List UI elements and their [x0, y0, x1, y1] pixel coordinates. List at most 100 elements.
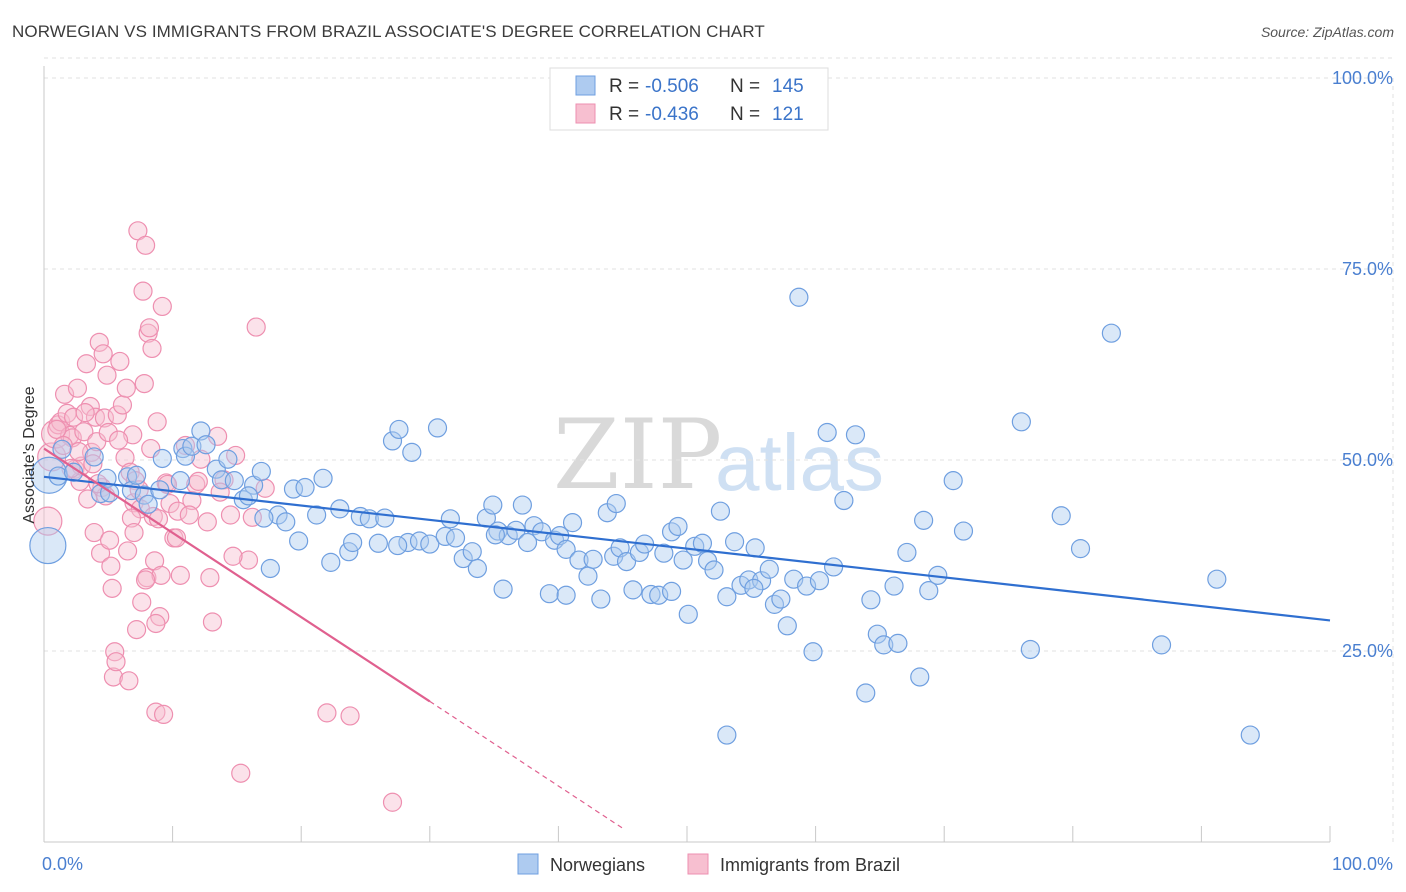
norwegian-point-48	[402, 442, 422, 462]
brazil-point-35	[106, 652, 126, 672]
brazil-point-9	[63, 407, 84, 427]
brazil-point-95	[83, 454, 103, 474]
norwegian-point-52	[435, 526, 455, 547]
brazil-point-76	[191, 449, 211, 469]
norwegian-point-140	[238, 486, 259, 506]
brazil-point-90	[47, 419, 67, 440]
legend-n-label-1: N =	[730, 76, 760, 97]
brazil-point-101	[135, 570, 156, 590]
norwegian-point-85	[649, 585, 669, 605]
norwegian-point-142	[485, 525, 505, 545]
norwegian-point-33	[289, 531, 309, 551]
norwegian-point-104	[771, 589, 791, 609]
series-legend: Norwegians Immigrants from Brazil	[517, 853, 900, 875]
brazil-point-106	[188, 471, 208, 491]
norwegian-point-72	[562, 513, 583, 533]
brazil-point-51	[133, 281, 153, 301]
y-tick-label: 75.0%	[1342, 259, 1393, 279]
norwegian-point-45	[382, 431, 403, 451]
norwegian-point-28	[251, 461, 271, 482]
brazil-point-107	[200, 568, 220, 588]
norwegian-point-36	[313, 468, 333, 488]
norwegian-point-97	[724, 532, 745, 552]
brazil-point-25	[93, 344, 113, 364]
legend-n-value-1: 145	[772, 76, 804, 97]
brazil-point-22	[89, 332, 109, 352]
brazil-point-39	[115, 448, 135, 468]
bottom-legend-norwegians: Norwegians	[550, 855, 645, 875]
norwegian-point-105	[777, 616, 797, 636]
brazil-point-38	[112, 395, 133, 415]
norwegian-point-46	[389, 419, 409, 440]
brazil-points	[33, 221, 403, 812]
norwegian-point-102	[759, 559, 779, 579]
brazil-point-105	[179, 505, 199, 525]
norwegian-point-90	[678, 604, 698, 624]
norwegian-point-113	[834, 490, 854, 511]
norwegian-point-127	[953, 521, 974, 541]
norwegian-point-137	[606, 493, 626, 514]
x-tick-label-min: 0.0%	[42, 854, 83, 874]
norwegian-point-120	[888, 633, 908, 653]
watermark-atlas: atlas	[715, 418, 884, 507]
norwegian-trendline	[43, 475, 1331, 622]
norwegian-point-89	[673, 550, 693, 570]
bottom-legend-brazil: Immigrants from Brazil	[720, 855, 900, 875]
norwegian-point-64	[512, 495, 532, 515]
norwegian-point-139	[388, 535, 408, 556]
brazil-point-66	[152, 296, 172, 317]
brazil-trendline	[43, 447, 431, 703]
brazil-point-84	[238, 550, 259, 570]
brazil-point-43	[123, 425, 143, 445]
brazil-point-74	[182, 490, 202, 511]
brazil-point-0	[33, 506, 63, 536]
brazil-point-77	[197, 512, 217, 532]
correlation-legend: R = -0.506 N = 145 R = -0.436 N = 121	[549, 67, 829, 131]
norwegian-point-81	[623, 580, 643, 600]
norwegian-point-30	[268, 505, 288, 525]
norwegian-point-132	[1101, 323, 1121, 343]
norwegian-point-94	[704, 560, 724, 580]
norwegian-point-87	[661, 522, 682, 542]
brazil-point-29	[98, 422, 118, 443]
brazil-point-81	[220, 505, 241, 525]
norwegian-point-34	[295, 477, 315, 498]
norwegian-point-133	[1151, 635, 1172, 655]
norwegian-point-5	[84, 447, 104, 467]
norwegian-point-18	[175, 446, 196, 466]
norwegian-point-121	[897, 542, 917, 563]
norwegian-point-75	[583, 549, 603, 569]
brazil-point-72	[170, 565, 190, 585]
legend-swatch-brazil	[575, 103, 596, 124]
norwegian-point-59	[483, 495, 503, 515]
brazil-point-33	[103, 667, 124, 687]
norwegian-point-138	[661, 581, 682, 602]
brazil-point-100	[124, 522, 144, 543]
bottom-legend-swatch-norwegians	[517, 853, 539, 875]
chart-title: NORWEGIAN VS IMMIGRANTS FROM BRAZIL ASSO…	[12, 22, 765, 41]
legend-r-label-1: R =	[609, 76, 639, 97]
brazil-point-36	[107, 405, 127, 425]
y-axis-label: Associate's Degree	[21, 386, 38, 523]
norwegian-point-56	[462, 542, 482, 562]
norwegian-point-107	[789, 287, 809, 307]
brazil-point-73	[175, 435, 196, 456]
norwegian-point-112	[824, 557, 844, 577]
norwegian-point-135	[1240, 725, 1260, 745]
brazil-point-102	[146, 613, 166, 634]
bottom-legend-swatch-brazil	[687, 853, 709, 875]
norwegian-point-0	[29, 526, 67, 565]
norwegian-point-86	[654, 543, 674, 563]
axes	[43, 66, 1331, 843]
norwegian-point-103	[764, 594, 785, 614]
tick-labels: 25.0% 50.0% 75.0% 100.0% 0.0% 100.0%	[42, 68, 1393, 874]
norwegian-point-123	[914, 510, 934, 530]
brazil-point-37	[110, 351, 130, 372]
brazil-point-78	[202, 612, 223, 632]
norwegian-point-114	[845, 425, 866, 445]
norwegian-point-35	[307, 505, 327, 525]
norwegian-point-54	[445, 528, 466, 548]
norwegian-point-61	[493, 579, 513, 599]
norwegian-point-21	[196, 435, 216, 455]
